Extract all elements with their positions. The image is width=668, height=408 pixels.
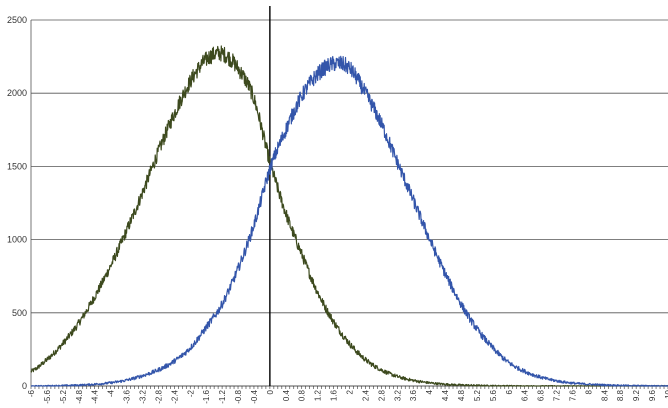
x-tick-label-1: -5.6: [43, 389, 52, 403]
series-lines: [30, 45, 668, 387]
gridlines: [31, 19, 668, 387]
x-tick-label-27: 4.8: [457, 389, 466, 401]
x-tick-label-36: 8.4: [600, 389, 609, 401]
x-tick-label-30: 6: [505, 389, 514, 394]
x-tick-label-10: -2: [186, 389, 195, 397]
x-tick-label-22: 2.8: [377, 389, 386, 401]
x-tick-label-7: -3.2: [138, 389, 147, 403]
x-tick-label-26: 4.4: [441, 389, 450, 401]
x-tick-label-20: 2: [346, 389, 355, 394]
x-tick-label-15: 0: [266, 389, 275, 394]
x-tick-label-9: -2.4: [170, 389, 179, 403]
x-tick-label-38: 9.2: [632, 389, 641, 401]
y-tick-label-1: 500: [12, 308, 27, 318]
x-tick-label-13: -0.8: [234, 389, 243, 403]
y-tick-label-4: 2000: [7, 88, 27, 98]
x-tick-label-18: 1.2: [314, 389, 323, 401]
y-tick-labels: 0 500 1000 1500 2000 2500: [7, 15, 27, 391]
x-tick-label-37: 8.8: [616, 389, 625, 401]
x-tick-label-14: -0.4: [250, 389, 259, 403]
x-tick-label-8: -2.8: [154, 389, 163, 403]
x-tick-label-29: 5.6: [489, 389, 498, 401]
x-tick-label-11: -1.6: [202, 389, 211, 403]
x-tick-label-16: 0.4: [282, 389, 291, 401]
x-tick-label-34: 7.6: [568, 389, 577, 401]
x-tick-label-31: 6.4: [521, 389, 530, 401]
y-tick-label-5: 2500: [7, 15, 27, 25]
x-tick-label-35: 8: [584, 389, 593, 394]
y-tick-label-2: 1000: [7, 235, 27, 245]
x-tick-label-21: 2.4: [361, 389, 370, 401]
x-tick-label-17: 0.8: [298, 389, 307, 401]
x-tick-label-33: 7.2: [553, 389, 562, 401]
x-tick-labels: -6 -5.6 -5.2 -4.8 -4.4 -4 -3.6 -3.2 -2.8 -2.4 -2 -1…: [27, 389, 668, 403]
series-line-1: [30, 55, 668, 387]
x-tick-label-6: -3.6: [123, 389, 132, 403]
x-tick-label-4: -4.4: [91, 389, 100, 403]
x-tick-label-25: 4: [425, 389, 434, 394]
x-tick-label-0: -6: [27, 389, 36, 397]
x-tick-label-40: 10: [664, 389, 668, 398]
x-tick-label-2: -5.2: [59, 389, 68, 403]
x-tick-label-19: 1.6: [330, 389, 339, 401]
x-tick-label-39: 9.6: [648, 389, 657, 401]
x-axis-minor-ticks: [30, 386, 668, 389]
x-tick-label-23: 3.2: [393, 389, 402, 401]
series-line-0: [30, 45, 668, 387]
y-tick-label-3: 1500: [7, 161, 27, 171]
x-tick-label-24: 3.6: [409, 389, 418, 401]
x-tick-label-32: 6.8: [537, 389, 546, 401]
x-tick-label-5: -4: [107, 389, 116, 397]
x-tick-label-3: -4.8: [75, 389, 84, 403]
y-tick-label-0: 0: [22, 381, 27, 391]
x-tick-label-12: -1.2: [218, 389, 227, 403]
x-tick-label-28: 5.2: [473, 389, 482, 401]
